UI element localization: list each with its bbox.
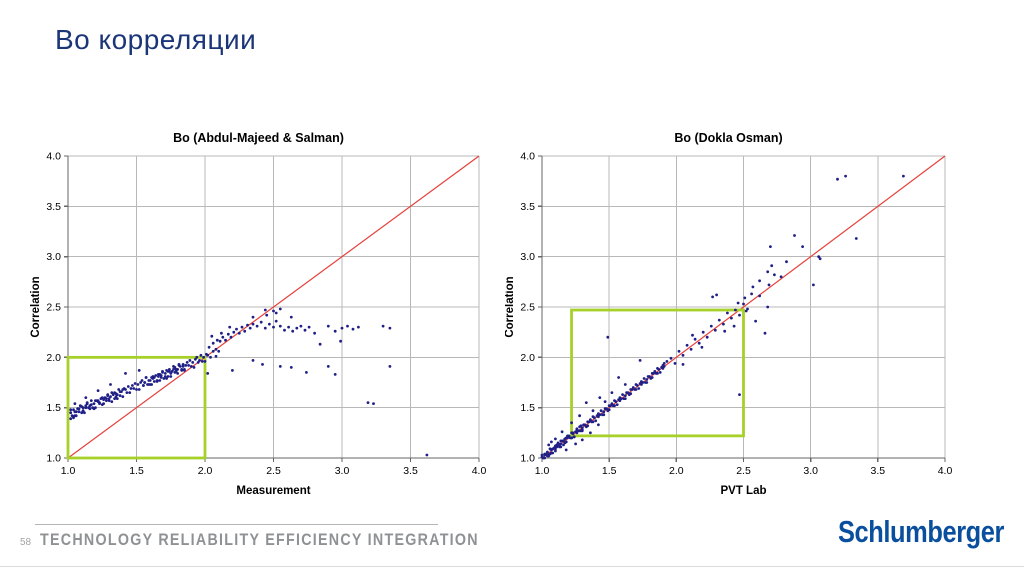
svg-text:2.5: 2.5 (520, 302, 535, 314)
page-title: Во корреляции (55, 24, 257, 55)
svg-text:1.0: 1.0 (520, 453, 535, 465)
svg-text:4.0: 4.0 (520, 151, 535, 163)
svg-text:4.0: 4.0 (472, 465, 487, 477)
tick-labels: 1.0 1.5 2.0 2.5 3.0 3.5 4.0 1.0 1.5 2.0 2.5 3.0 3.5 4… (46, 151, 486, 478)
svg-text:2.5: 2.5 (46, 302, 61, 314)
schlumberger-logo: Schlumberger (838, 514, 1005, 549)
svg-text:2.0: 2.0 (46, 352, 61, 364)
footer-divider (35, 524, 438, 525)
svg-text:2.0: 2.0 (669, 465, 684, 477)
x-axis-label: Measurement (236, 485, 310, 497)
svg-text:2.0: 2.0 (520, 352, 535, 364)
highlight-rect (66, 355, 207, 460)
identity-line (541, 155, 946, 459)
svg-text:2.0: 2.0 (198, 465, 213, 477)
svg-text:3.5: 3.5 (46, 201, 61, 213)
footer-motto: TECHNOLOGY RELIABILITY EFFICIENCY INTEGR… (40, 530, 479, 549)
svg-text:2.5: 2.5 (736, 465, 751, 477)
svg-text:4.0: 4.0 (938, 465, 953, 477)
svg-text:3.5: 3.5 (871, 465, 886, 477)
svg-text:1.0: 1.0 (61, 465, 76, 477)
svg-text:3.5: 3.5 (403, 465, 418, 477)
svg-text:1.5: 1.5 (46, 402, 61, 414)
data-points (540, 174, 905, 460)
svg-text:1.5: 1.5 (129, 465, 144, 477)
slide-bottom-edge (0, 566, 1024, 567)
svg-text:3.0: 3.0 (520, 251, 535, 263)
svg-text:3.0: 3.0 (803, 465, 818, 477)
svg-text:1.5: 1.5 (520, 402, 535, 414)
svg-text:1.0: 1.0 (46, 453, 61, 465)
scatter-chart-dokla-osman: Bo (Dokla Osman) PVT Lab Correlation 1.0 1.5… (505, 131, 952, 497)
svg-text:3.5: 3.5 (520, 201, 535, 213)
scatter-chart-abdul-majeed-salman: Bo (Abdul-Majeed & Salman) Measurement Cor… (30, 131, 486, 497)
tick-labels: 1.0 1.5 2.0 2.5 3.0 3.5 4.0 1.0 1.5 2.0 2.5 3.0 3.5 4… (520, 151, 952, 478)
chart-title: Bo (Dokla Osman) (674, 131, 782, 145)
chart-title: Bo (Abdul-Majeed & Salman) (173, 131, 344, 145)
svg-text:1.5: 1.5 (602, 465, 617, 477)
svg-text:4.0: 4.0 (46, 151, 61, 163)
page-number: 58 (20, 537, 32, 548)
y-axis-label: Correlation (30, 276, 42, 337)
x-axis-label: PVT Lab (720, 485, 766, 497)
svg-text:3.0: 3.0 (46, 251, 61, 263)
data-points (69, 307, 429, 457)
axes (538, 155, 946, 462)
svg-text:2.5: 2.5 (266, 465, 281, 477)
svg-text:1.0: 1.0 (535, 465, 550, 477)
highlight-rect (570, 308, 745, 438)
y-axis-label: Correlation (505, 276, 516, 337)
identity-line (67, 155, 480, 459)
svg-text:3.0: 3.0 (335, 465, 350, 477)
